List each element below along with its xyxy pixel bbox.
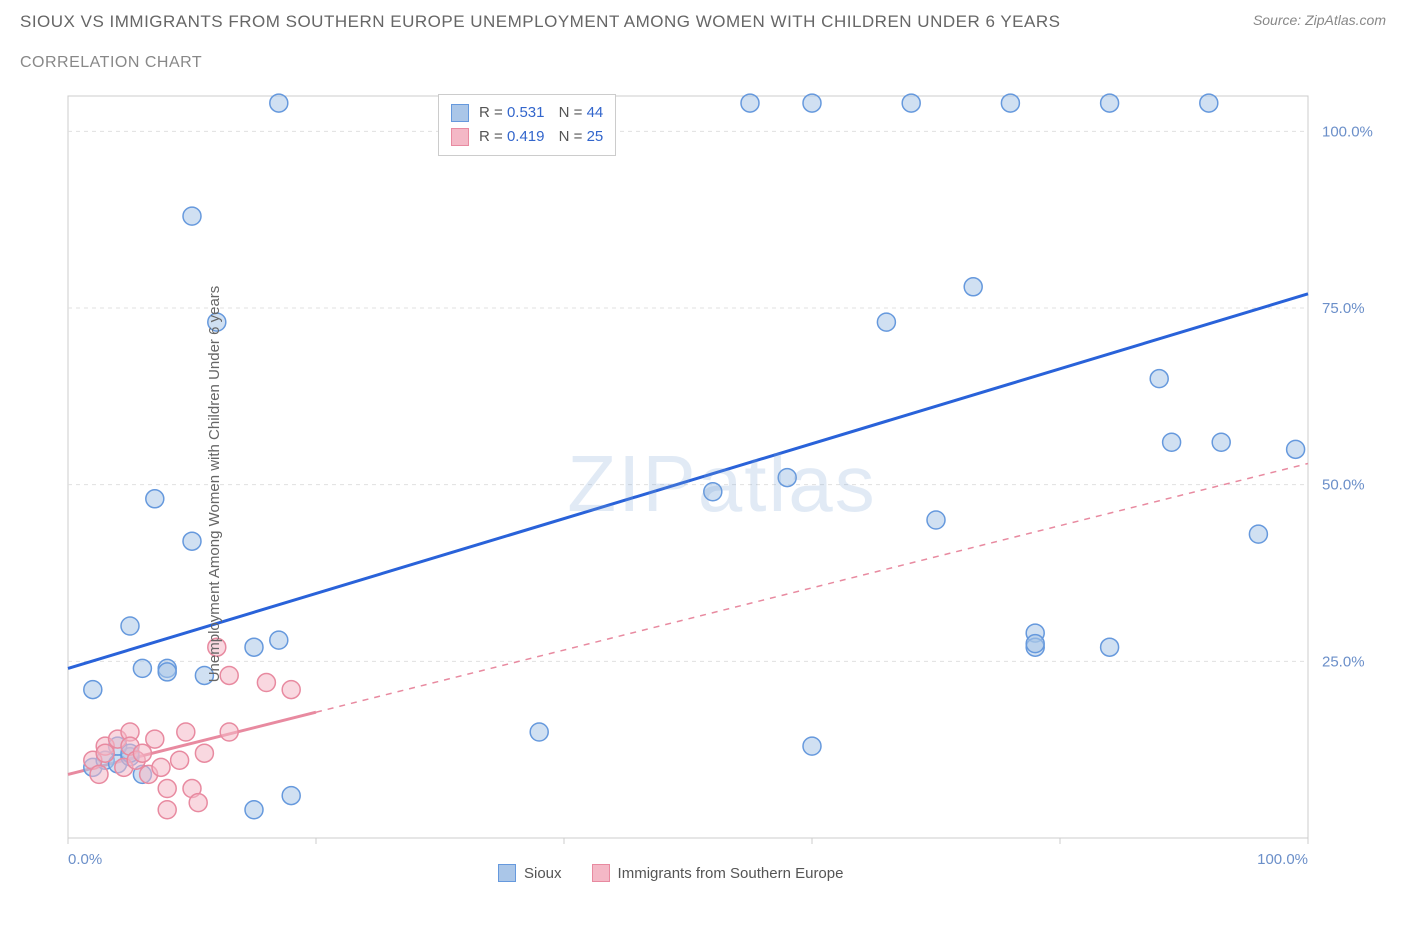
y-axis-label: Unemployment Among Women with Children U…	[206, 286, 223, 683]
stats-row-1: R = 0.531 N = 44	[451, 101, 603, 125]
chart-area: Unemployment Among Women with Children U…	[58, 88, 1386, 880]
svg-text:75.0%: 75.0%	[1322, 300, 1365, 317]
n-value-2: 25	[587, 128, 604, 145]
n-value-1: 44	[587, 104, 604, 121]
svg-text:0.0%: 0.0%	[68, 851, 102, 868]
stats-legend: R = 0.531 N = 44 R = 0.419 N = 25	[438, 94, 616, 156]
bottom-legend: Sioux Immigrants from Southern Europe	[498, 864, 843, 882]
svg-text:25.0%: 25.0%	[1322, 653, 1365, 670]
legend-item-2: Immigrants from Southern Europe	[592, 864, 844, 882]
legend-item-1: Sioux	[498, 864, 562, 882]
r-value-2: 0.419	[507, 128, 545, 145]
swatch-bottom-2	[592, 864, 610, 882]
chart-subtitle: CORRELATION CHART	[20, 54, 202, 72]
scatter-plot: 25.0% 50.0% 75.0% 100.0% 0.0% 100.0%	[58, 88, 1386, 880]
r-value-1: 0.531	[507, 104, 545, 121]
swatch-series-2	[451, 128, 469, 146]
swatch-series-1	[451, 104, 469, 122]
chart-title: SIOUX VS IMMIGRANTS FROM SOUTHERN EUROPE…	[20, 12, 1060, 32]
svg-text:50.0%: 50.0%	[1322, 477, 1365, 494]
legend-label-2: Immigrants from Southern Europe	[618, 865, 844, 882]
svg-text:100.0%: 100.0%	[1257, 851, 1308, 868]
svg-text:100.0%: 100.0%	[1322, 123, 1373, 140]
stats-row-2: R = 0.419 N = 25	[451, 125, 603, 149]
swatch-bottom-1	[498, 864, 516, 882]
source-attribution: Source: ZipAtlas.com	[1253, 12, 1386, 28]
legend-label-1: Sioux	[524, 865, 562, 882]
